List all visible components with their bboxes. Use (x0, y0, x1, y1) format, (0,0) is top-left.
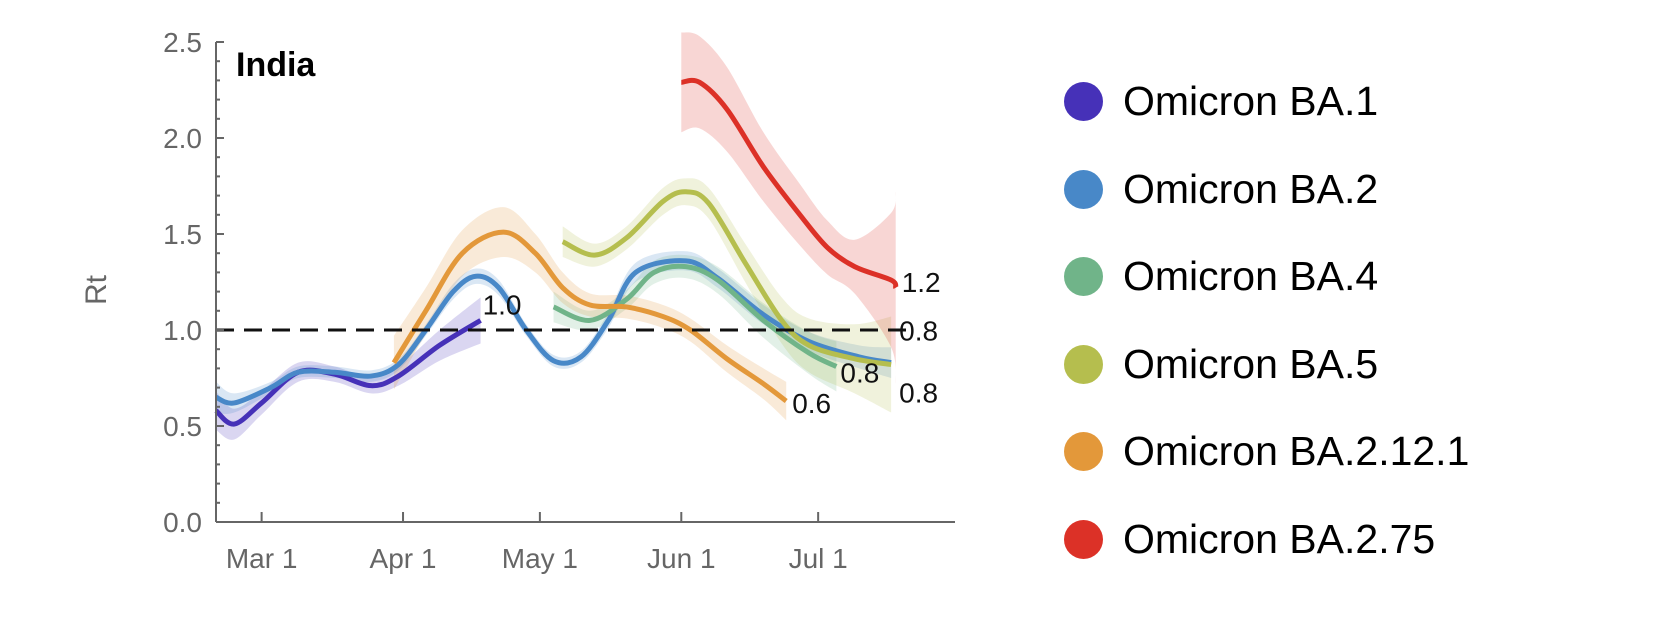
series-line-5 (680, 77, 899, 290)
chart-title: India (236, 46, 316, 84)
end-label-4: 0.6 (792, 388, 831, 419)
x-tick-label: May 1 (502, 543, 578, 574)
legend-item: Omicron BA.2.75 (1064, 496, 1469, 584)
end-label-2: 0.8 (840, 357, 879, 388)
legend-dot-icon (1064, 519, 1103, 559)
y-tick-label: 1.5 (163, 219, 202, 250)
series-line-2 (552, 263, 838, 369)
legend-item: Omicron BA.5 (1064, 321, 1469, 409)
legend-dot-icon (1064, 82, 1103, 122)
legend-label: Omicron BA.2.12.1 (1123, 428, 1470, 475)
x-tick-label: Jun 1 (647, 543, 716, 574)
legend-dot-icon (1064, 344, 1103, 384)
legend-dot-icon (1064, 257, 1103, 297)
end-label-5: 1.2 (902, 267, 941, 298)
x-tick-label: Apr 1 (370, 543, 437, 574)
legend: Omicron BA.1 Omicron BA.2 Omicron BA.4 Omic… (1064, 58, 1469, 583)
x-tick-label: Mar 1 (226, 543, 298, 574)
x-tick-label: Jul 1 (789, 543, 848, 574)
end-label-0: 1.0 (483, 289, 522, 320)
end-labels: 1.0 0.8 0.8 0.8 0.6 1.2 (483, 267, 941, 419)
series-lines (214, 77, 899, 427)
y-tick-label: 1.0 (163, 315, 202, 346)
ci-band-4 (393, 207, 787, 421)
legend-item: Omicron BA.2 (1064, 146, 1469, 234)
legend-label: Omicron BA.4 (1123, 253, 1379, 300)
y-tick-label: 2.5 (163, 27, 202, 58)
end-label-3: 0.8 (899, 316, 938, 347)
rt-chart: 0.0 0.5 1.0 1.5 2.0 2.5 Mar 1 Apr 1 May 1 Jun 1 Ju… (80, 27, 955, 574)
legend-label: Omicron BA.2.75 (1123, 515, 1436, 562)
legend-label: Omicron BA.2 (1123, 165, 1379, 212)
confidence-bands (216, 32, 896, 440)
axes: 0.0 0.5 1.0 1.5 2.0 2.5 Mar 1 Apr 1 May 1 Jun 1 Ju… (163, 27, 955, 574)
y-tick-label: 0.5 (163, 411, 202, 442)
series-line-3 (561, 189, 892, 368)
legend-dot-icon (1064, 169, 1103, 209)
y-tick-label: 0.0 (163, 507, 202, 538)
legend-label: Omicron BA.5 (1123, 340, 1379, 387)
end-label-1: 0.8 (899, 378, 938, 409)
y-axis-label: Rt (80, 274, 113, 305)
series-line-4 (391, 229, 788, 404)
ci-band-0 (216, 297, 481, 440)
legend-dot-icon (1064, 432, 1103, 472)
legend-item: Omicron BA.4 (1064, 233, 1469, 321)
legend-item: Omicron BA.2.12.1 (1064, 408, 1469, 496)
legend-item: Omicron BA.1 (1064, 58, 1469, 146)
legend-label: Omicron BA.1 (1123, 78, 1379, 125)
y-tick-label: 2.0 (163, 123, 202, 154)
